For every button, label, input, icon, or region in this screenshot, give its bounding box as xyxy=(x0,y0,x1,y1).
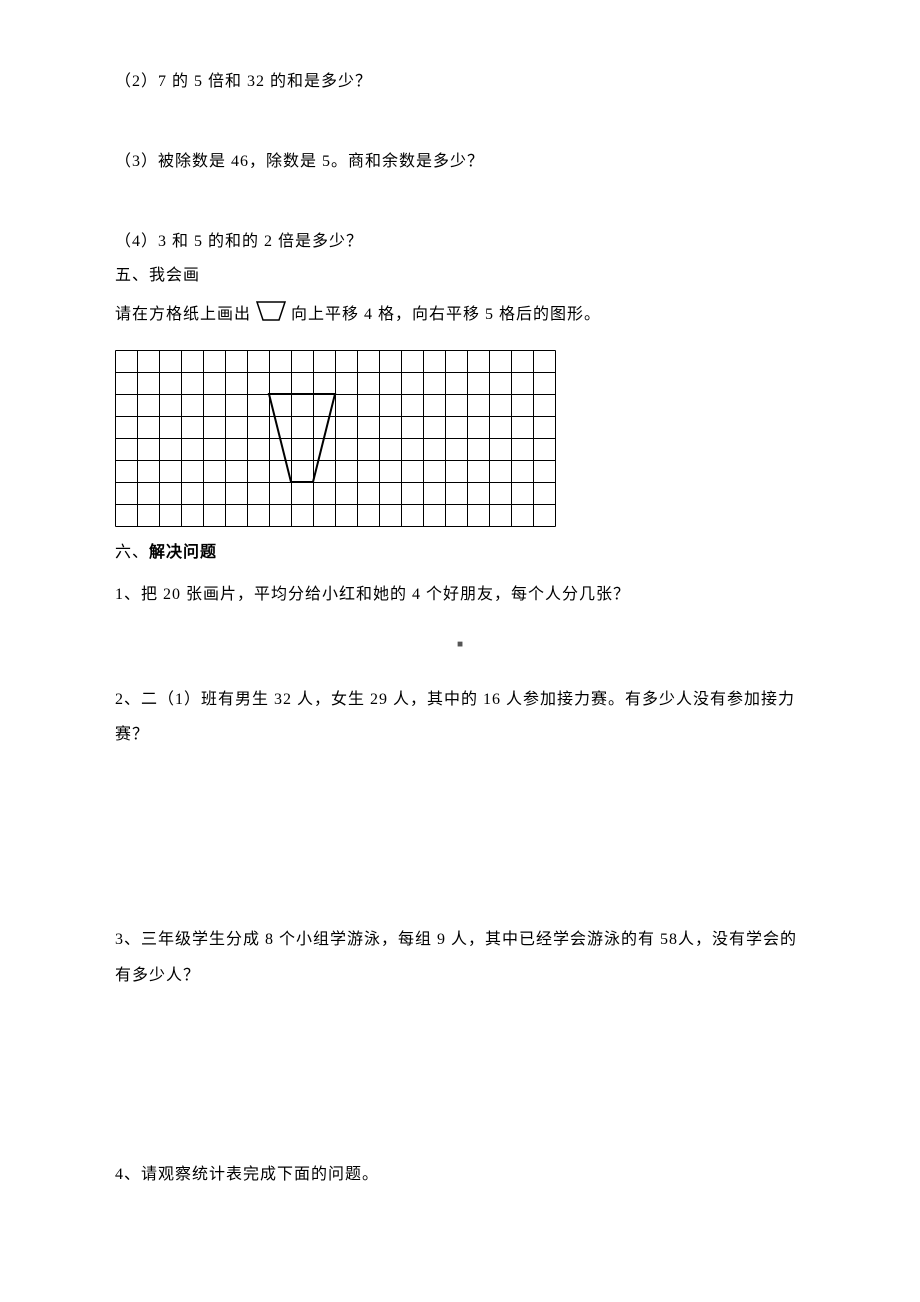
trapezoid-icon xyxy=(253,298,289,332)
center-marker: ■ xyxy=(115,637,805,652)
section-5-title: 五、我会画 xyxy=(115,264,805,288)
problem-3: 3、三年级学生分成 8 个小组学游泳，每组 9 人，其中已经学会游泳的有 58人… xyxy=(115,922,805,992)
sec5-text-a: 请在方格纸上画出 xyxy=(115,303,251,327)
problem-4: 4、请观察统计表完成下面的问题。 xyxy=(115,1163,805,1187)
sec6-prefix: 六、 xyxy=(115,544,149,561)
problem-2: 2、二（1）班有男生 32 人，女生 29 人，其中的 16 人参加接力赛。有多… xyxy=(115,682,805,752)
question-2: （2）7 的 5 倍和 32 的和是多少？ xyxy=(115,70,805,94)
section-6-title: 六、解决问题 xyxy=(115,541,805,565)
question-4: （4）3 和 5 的和的 2 倍是多少？ xyxy=(115,230,805,254)
sec6-bold: 解决问题 xyxy=(149,544,217,561)
grid-figure xyxy=(115,350,805,535)
problem-1: 1、把 20 张画片，平均分给小红和她的 4 个好朋友，每个人分几张？ xyxy=(115,583,805,607)
section-5-instruction: 请在方格纸上画出 向上平移 4 格，向右平移 5 格后的图形。 xyxy=(115,298,805,332)
sec5-text-b: 向上平移 4 格，向右平移 5 格后的图形。 xyxy=(291,303,601,327)
question-3: （3）被除数是 46，除数是 5。商和余数是多少？ xyxy=(115,150,805,174)
